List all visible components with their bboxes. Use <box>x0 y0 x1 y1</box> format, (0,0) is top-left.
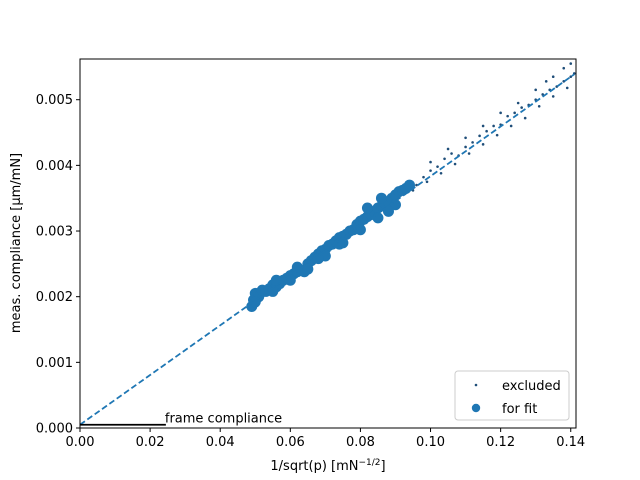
y-tick-label: 0.001 <box>36 356 73 371</box>
x-axis-ticks: 0.00 0.02 0.04 0.06 0.08 0.10 0.12 0.14 <box>66 428 585 450</box>
data-point-excluded <box>439 171 443 175</box>
data-point-for-fit <box>270 274 282 286</box>
data-point-excluded <box>544 80 548 83</box>
data-point-excluded <box>436 165 439 168</box>
data-point-excluded <box>443 157 446 161</box>
data-point-for-fit <box>403 179 415 191</box>
x-tick-label: 0.10 <box>416 435 445 450</box>
x-tick-label: 0.02 <box>136 435 165 450</box>
data-point-excluded <box>422 175 425 179</box>
data-point-excluded <box>464 145 467 149</box>
x-axis-label-main: 1/sqrt(p) [mN <box>270 459 358 474</box>
data-point-excluded <box>537 104 541 108</box>
data-point-excluded <box>551 75 555 79</box>
data-point-excluded <box>485 129 488 133</box>
data-point-excluded <box>562 66 566 70</box>
data-point-excluded <box>481 124 485 128</box>
legend-label-for-fit: for fit <box>502 402 537 417</box>
frame-compliance-label: frame compliance <box>165 412 282 427</box>
data-point-excluded <box>520 106 523 109</box>
excluded-series <box>394 62 576 199</box>
y-tick-label: 0.005 <box>36 93 73 108</box>
data-point-for-fit <box>312 253 324 265</box>
x-tick-label: 0.12 <box>486 435 515 450</box>
data-point-excluded <box>523 116 527 120</box>
y-axis-ticks: 0.000 0.001 0.002 0.003 0.004 0.005 <box>36 93 80 437</box>
data-point-excluded <box>516 101 520 105</box>
x-tick-label: 0.00 <box>66 435 95 450</box>
data-point-for-fit <box>382 205 394 217</box>
data-point-for-fit <box>333 238 345 250</box>
legend-label-excluded: excluded <box>502 379 561 394</box>
data-point-excluded <box>425 180 429 184</box>
legend-box <box>454 370 570 421</box>
data-point-excluded <box>464 136 467 140</box>
x-tick-label: 0.06 <box>276 435 305 450</box>
data-point-for-fit <box>302 263 314 275</box>
data-point-excluded <box>415 183 418 187</box>
fit-line <box>79 73 575 426</box>
legend-marker-excluded <box>474 383 478 387</box>
data-point-excluded <box>506 114 509 118</box>
y-tick-label: 0.002 <box>36 290 73 305</box>
data-point-excluded <box>453 162 457 166</box>
for-fit-series <box>246 179 415 313</box>
y-tick-label: 0.003 <box>36 225 73 240</box>
data-point-excluded <box>569 62 573 65</box>
data-point-excluded <box>446 147 450 151</box>
data-point-excluded <box>429 160 432 164</box>
y-tick-label: 0.000 <box>36 422 73 437</box>
data-point-excluded <box>541 93 544 96</box>
data-point-excluded <box>551 95 555 98</box>
data-point-excluded <box>481 143 485 146</box>
data-point-for-fit <box>375 192 387 204</box>
data-point-for-fit <box>267 285 279 297</box>
data-point-for-fit <box>291 261 303 273</box>
legend-marker-for-fit <box>471 403 481 413</box>
x-tick-label: 0.14 <box>556 435 585 450</box>
data-point-excluded <box>467 152 471 155</box>
data-point-excluded <box>478 134 481 138</box>
x-tick-label: 0.04 <box>206 435 235 450</box>
data-point-excluded <box>450 152 453 155</box>
data-point-for-fit <box>354 224 366 236</box>
data-point-excluded <box>534 88 537 92</box>
plot-area-frame <box>79 58 577 429</box>
x-tick-label: 0.08 <box>346 435 375 450</box>
y-axis-label: meas. compliance [µm/mN] <box>9 153 24 333</box>
y-tick-label: 0.004 <box>36 159 73 174</box>
data-point-excluded <box>495 133 499 137</box>
x-axis-label-end: ] <box>381 459 386 474</box>
data-point-for-fit <box>361 202 373 214</box>
data-point-excluded <box>492 124 495 128</box>
data-point-excluded <box>513 111 516 115</box>
x-axis-label: 1/sqrt(p) [mN−1/2] <box>270 458 385 474</box>
data-point-excluded <box>569 75 573 79</box>
x-axis-label-exponent: −1/2 <box>359 458 381 468</box>
data-point-excluded <box>565 86 569 90</box>
data-point-excluded <box>499 111 502 115</box>
legend: excluded for fit <box>454 370 570 421</box>
data-point-excluded <box>471 141 474 144</box>
data-point-excluded <box>429 169 432 172</box>
data-point-excluded <box>509 124 513 128</box>
